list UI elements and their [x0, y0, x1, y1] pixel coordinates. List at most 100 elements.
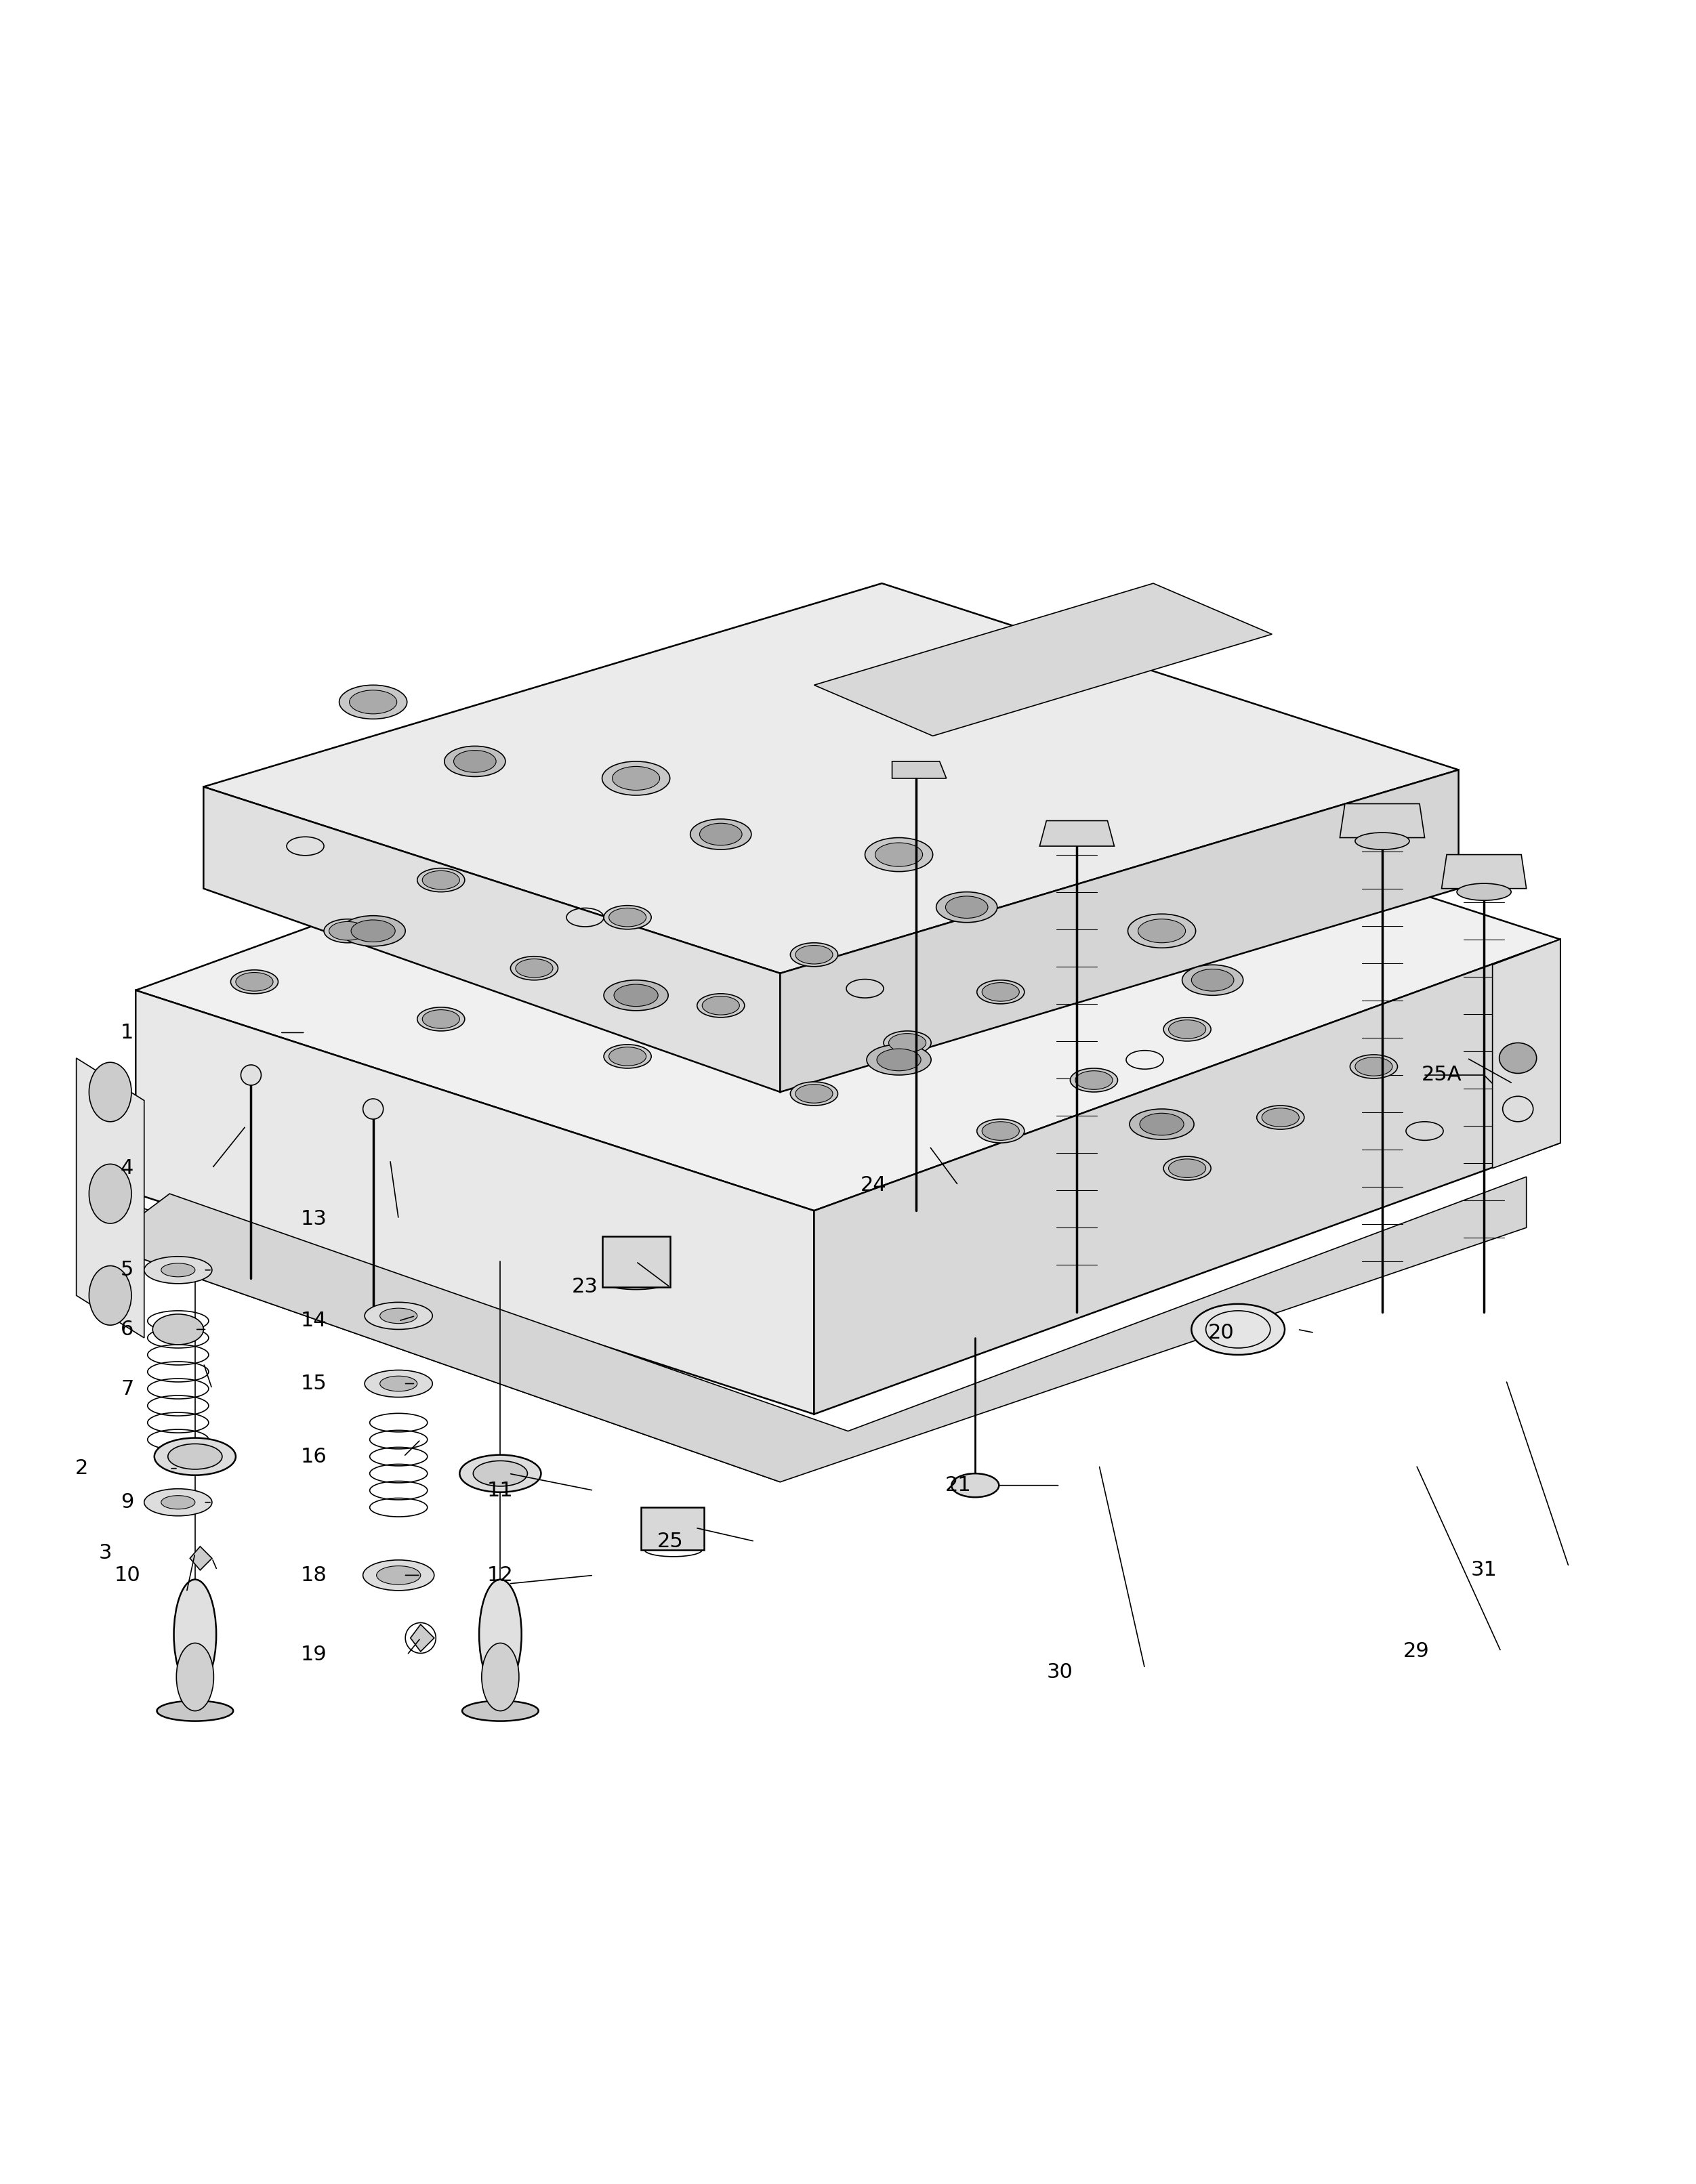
- Polygon shape: [641, 1507, 704, 1551]
- Ellipse shape: [977, 981, 1024, 1005]
- Ellipse shape: [153, 1315, 204, 1345]
- Text: 19: 19: [300, 1645, 327, 1664]
- Ellipse shape: [329, 922, 366, 941]
- Ellipse shape: [945, 895, 987, 917]
- Ellipse shape: [241, 1066, 261, 1085]
- Ellipse shape: [790, 1081, 838, 1105]
- Ellipse shape: [1169, 1020, 1206, 1040]
- Ellipse shape: [875, 843, 923, 867]
- Text: 31: 31: [1470, 1559, 1498, 1579]
- Ellipse shape: [156, 1701, 232, 1721]
- Ellipse shape: [1169, 1160, 1206, 1177]
- Ellipse shape: [453, 751, 495, 773]
- Text: 24: 24: [860, 1175, 887, 1195]
- Ellipse shape: [1191, 1304, 1284, 1354]
- Polygon shape: [102, 1195, 780, 1483]
- Ellipse shape: [473, 1461, 527, 1487]
- Text: 6: 6: [120, 1319, 134, 1339]
- Text: 12: 12: [487, 1566, 514, 1586]
- Text: 3: 3: [98, 1544, 112, 1564]
- Polygon shape: [410, 1625, 434, 1651]
- Ellipse shape: [351, 919, 395, 941]
- Ellipse shape: [936, 891, 997, 922]
- Ellipse shape: [690, 819, 751, 850]
- Ellipse shape: [510, 957, 558, 981]
- Text: 5: 5: [120, 1260, 134, 1280]
- Ellipse shape: [461, 1701, 538, 1721]
- Ellipse shape: [363, 1099, 383, 1118]
- Ellipse shape: [1163, 1158, 1211, 1179]
- Polygon shape: [1340, 804, 1425, 839]
- Text: 25: 25: [656, 1531, 683, 1551]
- Ellipse shape: [1499, 1042, 1537, 1072]
- Ellipse shape: [977, 1118, 1024, 1142]
- Ellipse shape: [460, 1455, 541, 1492]
- Polygon shape: [204, 786, 780, 1092]
- Polygon shape: [814, 939, 1560, 1415]
- Ellipse shape: [1355, 1057, 1392, 1077]
- Ellipse shape: [422, 1009, 460, 1029]
- Ellipse shape: [1070, 1068, 1118, 1092]
- Polygon shape: [1492, 939, 1560, 1168]
- Text: 10: 10: [114, 1566, 141, 1586]
- Ellipse shape: [604, 906, 651, 928]
- Ellipse shape: [365, 1302, 432, 1330]
- Text: 4: 4: [120, 1158, 134, 1177]
- Ellipse shape: [380, 1308, 417, 1324]
- Ellipse shape: [324, 919, 371, 943]
- Ellipse shape: [865, 839, 933, 871]
- Ellipse shape: [231, 970, 278, 994]
- Ellipse shape: [884, 1031, 931, 1055]
- Polygon shape: [136, 719, 1560, 1210]
- Ellipse shape: [363, 1559, 434, 1590]
- Text: 20: 20: [1208, 1324, 1235, 1343]
- Ellipse shape: [877, 1048, 921, 1070]
- Polygon shape: [780, 769, 1459, 1092]
- Ellipse shape: [444, 747, 505, 778]
- Text: 9: 9: [120, 1492, 134, 1511]
- Ellipse shape: [1350, 1055, 1398, 1079]
- Polygon shape: [136, 989, 814, 1415]
- Polygon shape: [190, 1546, 212, 1570]
- Ellipse shape: [154, 1437, 236, 1474]
- Polygon shape: [102, 1177, 1526, 1483]
- Text: 7: 7: [120, 1378, 134, 1398]
- Ellipse shape: [795, 1085, 833, 1103]
- Ellipse shape: [417, 1007, 465, 1031]
- Ellipse shape: [609, 909, 646, 926]
- Polygon shape: [76, 1057, 144, 1339]
- Ellipse shape: [161, 1496, 195, 1509]
- Ellipse shape: [604, 1044, 651, 1068]
- Ellipse shape: [604, 981, 668, 1011]
- Ellipse shape: [982, 1123, 1019, 1140]
- Ellipse shape: [1191, 970, 1233, 992]
- Text: 14: 14: [300, 1310, 327, 1330]
- Ellipse shape: [377, 1566, 421, 1586]
- Text: 21: 21: [945, 1476, 972, 1496]
- Ellipse shape: [144, 1256, 212, 1284]
- Ellipse shape: [365, 1369, 432, 1398]
- Text: 25A: 25A: [1421, 1066, 1462, 1085]
- Ellipse shape: [1355, 832, 1409, 850]
- Text: 29: 29: [1403, 1642, 1430, 1662]
- Ellipse shape: [478, 1579, 521, 1690]
- Ellipse shape: [339, 686, 407, 719]
- Ellipse shape: [1138, 919, 1186, 943]
- Polygon shape: [1040, 821, 1114, 845]
- Ellipse shape: [1262, 1107, 1299, 1127]
- Ellipse shape: [88, 1061, 131, 1123]
- Ellipse shape: [790, 943, 838, 968]
- Ellipse shape: [1075, 1070, 1113, 1090]
- Ellipse shape: [1128, 913, 1196, 948]
- Ellipse shape: [176, 1642, 214, 1710]
- Ellipse shape: [88, 1164, 131, 1223]
- Ellipse shape: [602, 762, 670, 795]
- Ellipse shape: [889, 1033, 926, 1053]
- Ellipse shape: [1163, 1018, 1211, 1042]
- Ellipse shape: [1182, 965, 1243, 996]
- Ellipse shape: [168, 1444, 222, 1470]
- Text: 23: 23: [572, 1278, 599, 1297]
- Ellipse shape: [702, 996, 739, 1016]
- Ellipse shape: [867, 1044, 931, 1075]
- Ellipse shape: [236, 972, 273, 992]
